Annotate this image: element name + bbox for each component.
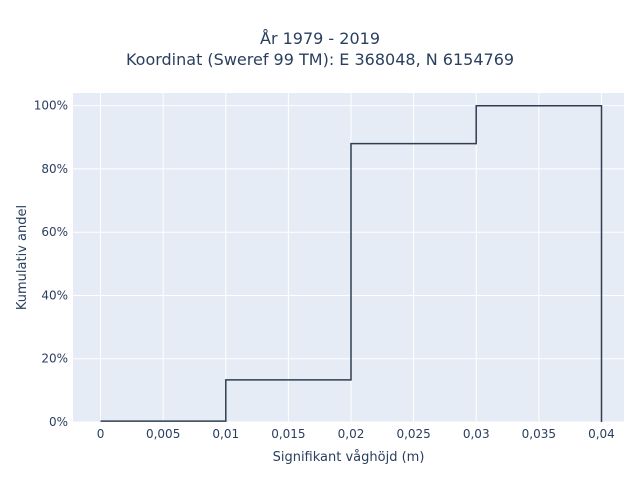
plot-area [73, 93, 624, 422]
y-tick-label: 40% [41, 288, 68, 302]
y-tick-label: 20% [41, 352, 68, 366]
chart-title-line-1: År 1979 - 2019 [260, 29, 380, 48]
x-tick-label: 0,04 [588, 427, 615, 441]
x-tick-label: 0,03 [463, 427, 490, 441]
series-line [100, 104, 603, 422]
y-axis-title: Kumulativ andel [15, 205, 30, 310]
x-tick-label: 0,025 [396, 427, 430, 441]
y-tick-label: 80% [41, 162, 68, 176]
y-tick-label: 0% [49, 415, 68, 429]
x-tick-label: 0,005 [146, 427, 180, 441]
x-tick-label: 0,035 [522, 427, 556, 441]
y-tick-label: 60% [41, 225, 68, 239]
x-tick-label: 0,02 [338, 427, 365, 441]
y-tick-label: 100% [34, 99, 68, 113]
x-tick-label: 0,01 [212, 427, 239, 441]
x-axis-title: Signifikant våghöjd (m) [273, 450, 425, 465]
chart-title-line-2: Koordinat (Sweref 99 TM): E 368048, N 61… [125, 50, 515, 69]
x-tick-label: 0,015 [271, 427, 305, 441]
x-tick-label: 0 [97, 427, 105, 441]
